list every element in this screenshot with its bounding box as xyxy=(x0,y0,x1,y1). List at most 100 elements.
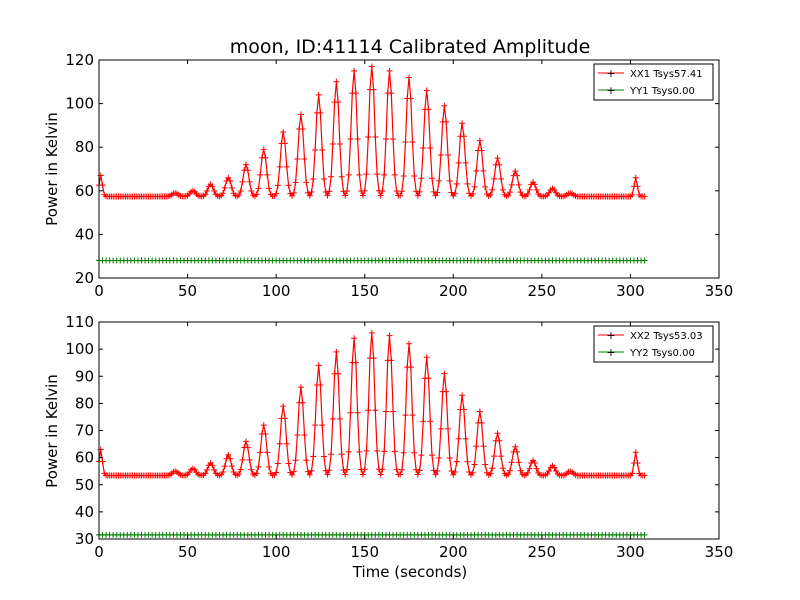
xx-data-point xyxy=(336,415,343,422)
xx-data-point xyxy=(264,171,271,178)
xx-data-point xyxy=(220,468,226,475)
xx-data-point xyxy=(377,471,384,478)
xx-data-point xyxy=(437,425,444,432)
xx-data-point xyxy=(322,467,329,474)
xx-data-point xyxy=(306,471,313,478)
xx-data-point xyxy=(99,182,106,189)
xx-data-point xyxy=(441,370,448,377)
y-tick-label: 30 xyxy=(75,530,94,548)
xx-data-point xyxy=(344,466,350,473)
xx-data-point xyxy=(301,155,308,162)
top-legend-xx-marker: + xyxy=(606,67,615,80)
xx-data-point xyxy=(427,144,434,151)
y-tick-label: 110 xyxy=(65,313,94,331)
xx-data-point xyxy=(632,174,639,181)
xx-data-point xyxy=(460,133,467,140)
xx-data-point xyxy=(420,144,427,151)
y-tick-label: 60 xyxy=(75,182,94,200)
xx-data-point xyxy=(326,188,333,195)
xx-data-point xyxy=(351,335,358,342)
xx-data-point xyxy=(299,399,306,406)
xx-data-point xyxy=(423,87,430,94)
xx-data-point xyxy=(498,453,505,460)
xx-data-point xyxy=(282,140,288,147)
xx-data-point xyxy=(515,181,522,188)
xx-data-point xyxy=(512,443,519,450)
xx-data-point xyxy=(335,99,342,106)
xx-data-point xyxy=(460,406,467,413)
xx-data-point xyxy=(391,171,398,178)
xx-data-point xyxy=(262,154,269,161)
xx-data-point xyxy=(398,188,405,195)
xx-data-point xyxy=(482,183,489,190)
xx-data-point xyxy=(423,354,430,361)
xx-data-point xyxy=(476,137,483,144)
xx-data-point xyxy=(393,466,400,473)
xx-data-point xyxy=(283,163,290,170)
xx-data-point xyxy=(386,67,393,74)
xx-data-point xyxy=(340,467,347,474)
y-tick-label: 120 xyxy=(65,51,94,69)
xx-data-point xyxy=(345,171,352,178)
x-tick-label: 50 xyxy=(178,543,197,561)
x-tick-label: 100 xyxy=(262,282,291,300)
bottom-y-axis-label: Power in Kelvin xyxy=(43,374,61,488)
xx-data-point xyxy=(464,458,471,465)
xx-data-point xyxy=(211,187,218,194)
xx-data-point xyxy=(312,422,319,429)
xx-data-point xyxy=(506,189,513,196)
xx-data-point xyxy=(351,67,358,74)
xx-data-point xyxy=(443,118,450,125)
xx-data-point xyxy=(202,470,209,477)
xx-data-point xyxy=(363,171,370,178)
xx-data-point xyxy=(359,471,366,478)
xx-data-point xyxy=(480,167,487,174)
xx-data-point xyxy=(235,471,242,478)
xx-data-point xyxy=(305,468,312,475)
y-tick-label: 40 xyxy=(75,503,94,521)
xx-data-point xyxy=(297,384,304,391)
xx-data-point xyxy=(354,409,361,416)
xx-data-point xyxy=(301,432,308,439)
xx-data-point xyxy=(248,466,255,473)
xx-data-point xyxy=(227,178,234,185)
xx-data-point xyxy=(253,191,260,198)
xx-data-point xyxy=(276,163,283,170)
xx-data-point xyxy=(386,332,393,339)
top-legend-yy-label: YY1 Tsys0.00 xyxy=(629,86,695,97)
yy-data-point xyxy=(641,531,648,538)
xx-data-point xyxy=(388,357,395,364)
xx-data-point xyxy=(228,184,235,191)
xx-data-point xyxy=(310,453,317,460)
xx-data-point xyxy=(499,186,506,193)
x-tick-label: 250 xyxy=(528,543,557,561)
xx-data-point xyxy=(398,466,405,473)
bottom-plot: 0 50 100 150 200 250 300 350 30 40 50 60 70 80 90 100 11… xyxy=(43,313,733,581)
xx-data-point xyxy=(425,106,432,113)
xx-data-point xyxy=(455,159,462,166)
xx-data-point xyxy=(397,192,404,199)
xx-data-point xyxy=(469,469,476,476)
top-legend-yy-marker: + xyxy=(606,84,615,97)
xx-data-point xyxy=(429,452,436,459)
xx-data-point xyxy=(329,415,336,422)
xx-data-point xyxy=(414,192,421,199)
xx-data-point xyxy=(381,448,388,455)
xx-data-point xyxy=(382,135,389,142)
xx-data-point xyxy=(446,177,453,184)
xx-data-point xyxy=(641,193,648,200)
xx-data-point xyxy=(273,190,280,197)
xx-data-point xyxy=(515,459,522,466)
xx-data-point xyxy=(397,471,404,478)
xx-data-point xyxy=(292,179,299,186)
y-tick-label: 40 xyxy=(75,225,94,243)
chart-title: moon, ID:41114 Calibrated Amplitude xyxy=(230,36,591,58)
xx-data-point xyxy=(459,120,466,127)
xx-data-point xyxy=(312,146,319,153)
xx-data-point xyxy=(517,189,524,196)
xx-data-point xyxy=(400,449,407,456)
xx-series-line xyxy=(98,66,645,198)
xx-data-point xyxy=(266,463,273,470)
xx-data-point xyxy=(407,95,414,102)
y-tick-label: 90 xyxy=(75,367,94,385)
